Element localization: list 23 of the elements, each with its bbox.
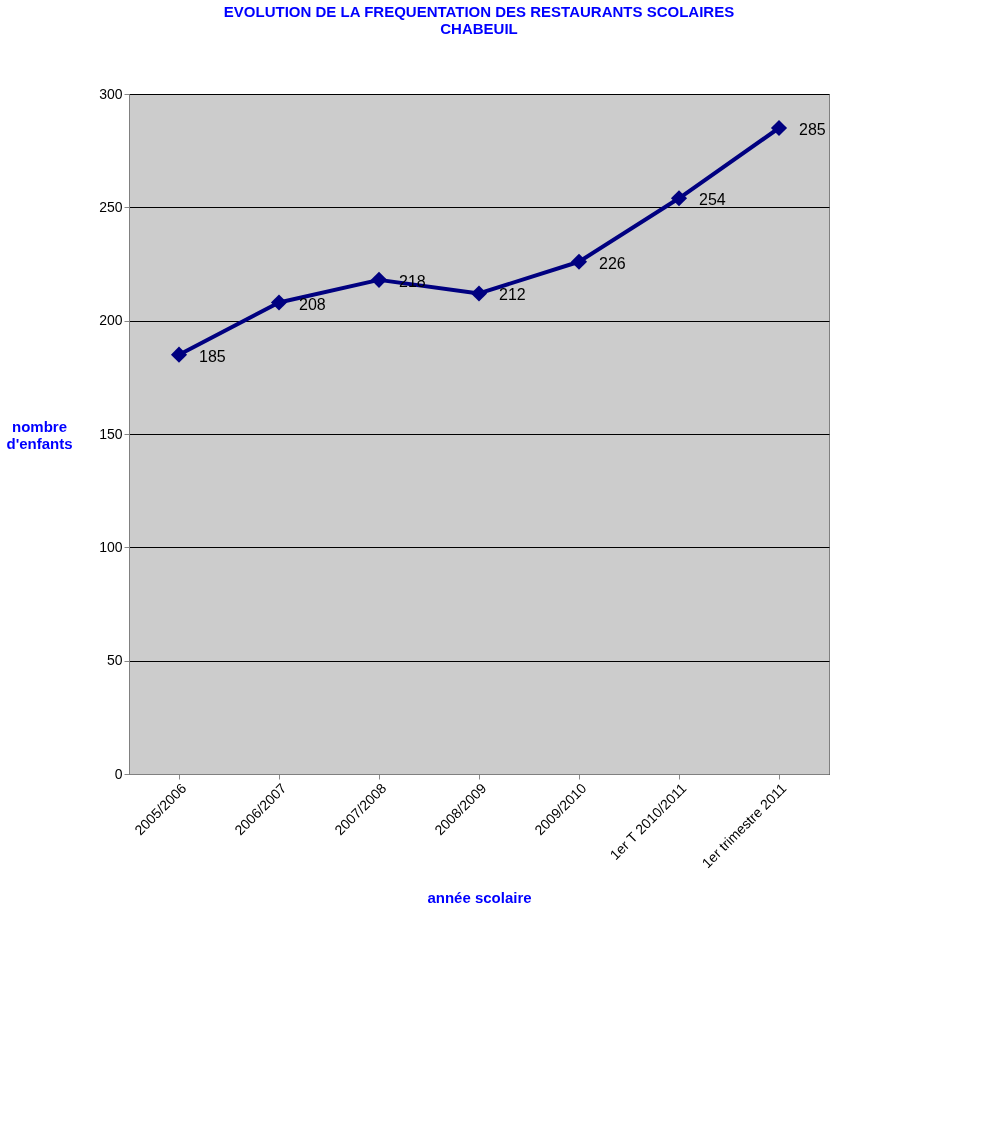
point	[570, 253, 588, 270]
data-label: 212	[499, 286, 526, 304]
y-tick-label: 100	[99, 538, 123, 555]
y-tick-label: 300	[99, 85, 123, 102]
point	[770, 119, 788, 137]
chart-title: EVOLUTION DE LA FREQUENTATION DES RESTAURANTS SCOLAIRES CHABEUIL	[223, 3, 735, 37]
data-label: 208	[299, 295, 326, 313]
point	[270, 294, 288, 311]
point	[470, 285, 488, 302]
y-tick-label: 50	[106, 652, 123, 669]
data-label: 254	[699, 191, 726, 209]
point	[370, 271, 388, 288]
x-axis-title: année scolaire	[427, 889, 532, 906]
y-axis-title: nombre d'enfants	[6, 417, 73, 452]
y-tick-label: 0	[114, 765, 123, 782]
y-tick-label: 150	[99, 425, 123, 442]
point	[670, 190, 688, 207]
point	[170, 346, 188, 363]
data-label: 226	[599, 254, 626, 272]
data-label: 285	[799, 121, 826, 138]
y-tick-label: 200	[99, 312, 123, 329]
data-label: 185	[199, 347, 226, 365]
y-tick-label: 250	[99, 198, 123, 215]
